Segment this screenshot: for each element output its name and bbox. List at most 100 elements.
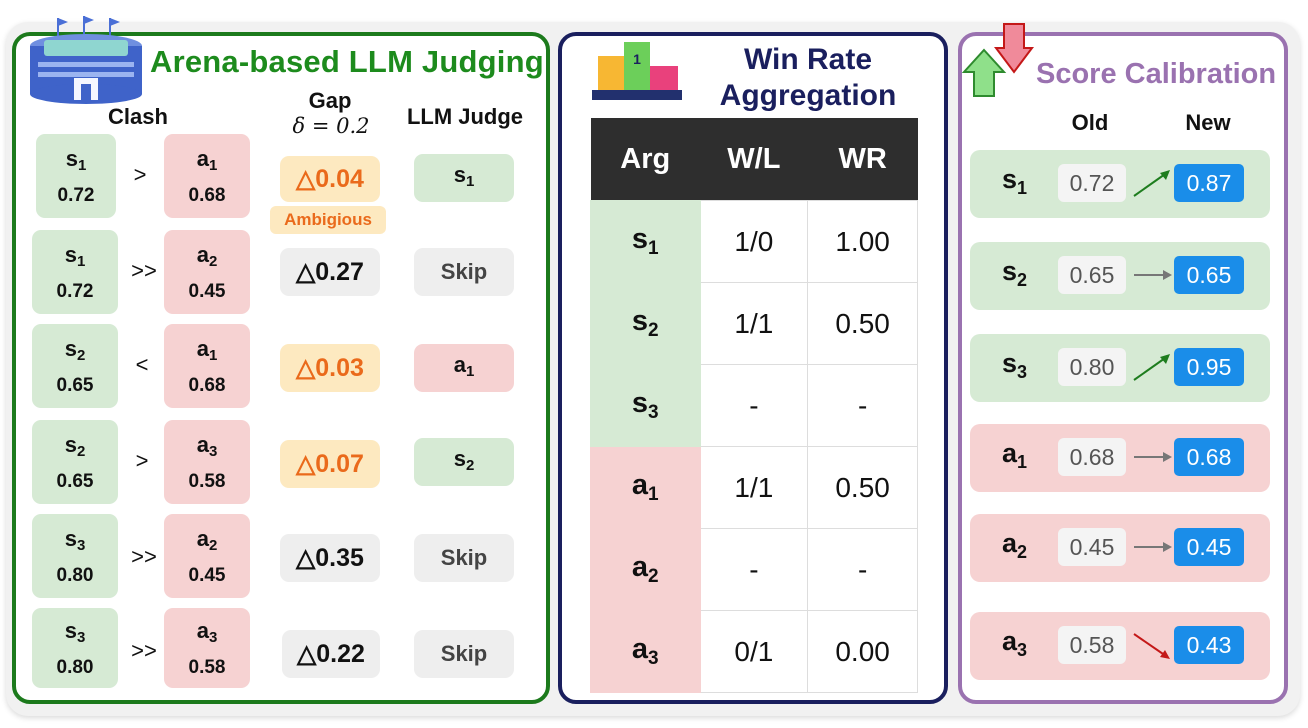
arg-cell: a1 xyxy=(590,446,701,529)
calibration-row: s3 0.80 0.95 xyxy=(970,334,1270,402)
column-header: Arg xyxy=(590,118,701,201)
trend-flat-arrow-icon xyxy=(1134,452,1172,462)
table-header-row: Arg W/L WR xyxy=(590,118,918,201)
wl-cell: - xyxy=(699,528,809,611)
judge-result: Skip xyxy=(414,630,514,678)
podium-label: 1 xyxy=(633,51,641,67)
table-row: a3 0/1 0.00 xyxy=(590,610,918,693)
relation-symbol: >> xyxy=(131,258,157,283)
relation-symbol: > xyxy=(133,162,147,187)
gap-value: △0.07 xyxy=(280,440,380,488)
delta-threshold-label: δ = 0.2 xyxy=(292,114,370,138)
new-score: 0.87 xyxy=(1174,164,1244,202)
trend-flat-arrow-icon xyxy=(1134,542,1172,552)
left-arg-box: s1 0.72 xyxy=(32,230,118,314)
arg-cell: a3 xyxy=(590,610,701,693)
wr-cell: - xyxy=(807,528,918,611)
table-row: s2 1/1 0.50 xyxy=(590,282,918,365)
new-score: 0.43 xyxy=(1174,626,1244,664)
wl-cell: 0/1 xyxy=(699,610,809,693)
winrate-title-line1: Win Rate xyxy=(743,43,873,76)
judge-result: Skip xyxy=(414,248,514,296)
trend-up-arrow-icon xyxy=(1133,354,1170,381)
clash-header: Clash xyxy=(108,104,168,129)
right-arg-box: a2 0.45 xyxy=(164,514,250,598)
gap-header: Gap xyxy=(308,88,352,113)
calibration-row: s1 0.72 0.87 xyxy=(970,150,1270,218)
wr-cell: 0.50 xyxy=(807,446,918,529)
arg-name: s1 xyxy=(1002,164,1028,198)
old-score: 0.45 xyxy=(1058,528,1126,566)
table-row: s1 1/0 1.00 xyxy=(590,200,918,283)
calibration-row: a1 0.68 0.68 xyxy=(970,424,1270,492)
gap-value: △0.03 xyxy=(280,344,380,392)
wr-cell: 1.00 xyxy=(807,200,918,283)
down-arrow-icon xyxy=(994,23,1034,74)
arg-name: a2 xyxy=(1002,528,1028,562)
right-arg-box: a2 0.45 xyxy=(164,230,250,314)
old-score: 0.80 xyxy=(1058,348,1126,386)
old-score: 0.65 xyxy=(1058,256,1126,294)
old-header: Old xyxy=(1071,110,1109,135)
podium-icon: 1 xyxy=(592,42,682,100)
calibration-row: s2 0.65 0.65 xyxy=(970,242,1270,310)
arg-cell: s3 xyxy=(590,364,701,447)
new-score: 0.45 xyxy=(1174,528,1244,566)
right-arg-box: a1 0.68 xyxy=(164,134,250,218)
arg-name: a1 xyxy=(1002,438,1028,472)
left-arg-box: s3 0.80 xyxy=(32,608,118,688)
new-score: 0.65 xyxy=(1174,256,1244,294)
arg-cell: s2 xyxy=(590,282,701,365)
winrate-table: Arg W/L WR s1 1/0 1.00 s2 1/1 0.50 s3 - … xyxy=(590,118,918,693)
arg-cell: a2 xyxy=(590,528,701,611)
calibration-row: a3 0.58 0.43 xyxy=(970,612,1270,680)
table-row: a1 1/1 0.50 xyxy=(590,446,918,529)
arena-title: Arena-based LLM Judging xyxy=(150,44,544,79)
right-arg-box: a3 0.58 xyxy=(164,420,250,504)
relation-symbol: >> xyxy=(131,544,157,569)
table-row: a2 - - xyxy=(590,528,918,611)
old-score: 0.68 xyxy=(1058,438,1126,476)
wl-cell: 1/1 xyxy=(699,282,809,365)
wr-cell: 0.50 xyxy=(807,282,918,365)
new-header: New xyxy=(1185,110,1231,135)
winrate-title-line2: Aggregation xyxy=(719,79,897,112)
left-arg-box: s2 0.65 xyxy=(32,420,118,504)
wl-cell: 1/1 xyxy=(699,446,809,529)
calibration-title: Score Calibration xyxy=(1036,58,1277,90)
trend-up-arrow-icon xyxy=(1133,170,1170,197)
wr-cell: 0.00 xyxy=(807,610,918,693)
relation-symbol: >> xyxy=(131,638,157,663)
new-score: 0.68 xyxy=(1174,438,1244,476)
stadium-icon xyxy=(30,16,142,104)
arg-name: s3 xyxy=(1002,348,1028,382)
judge-result: Skip xyxy=(414,534,514,582)
trend-flat-arrow-icon xyxy=(1134,270,1172,280)
trend-down-arrow-icon xyxy=(1133,633,1170,659)
winrate-title: Win Rate Aggregation xyxy=(688,42,928,114)
relation-symbol: < xyxy=(135,352,149,377)
judge-result: a1 xyxy=(414,344,514,392)
gap-value: △0.35 xyxy=(280,534,380,582)
relation-symbol: > xyxy=(135,448,149,473)
new-score: 0.95 xyxy=(1174,348,1244,386)
table-row: s3 - - xyxy=(590,364,918,447)
old-score: 0.58 xyxy=(1058,626,1126,664)
gap-value: △0.04 xyxy=(280,156,380,202)
arg-name: s2 xyxy=(1002,256,1028,290)
gap-value: △0.27 xyxy=(280,248,380,296)
wl-cell: - xyxy=(699,364,809,447)
calibration-row: a2 0.45 0.45 xyxy=(970,514,1270,582)
arg-name: a3 xyxy=(1002,626,1028,660)
old-score: 0.72 xyxy=(1058,164,1126,202)
up-arrow-icon xyxy=(962,48,1007,97)
column-header: WR xyxy=(807,118,918,201)
left-arg-box: s2 0.65 xyxy=(32,324,118,408)
wl-cell: 1/0 xyxy=(699,200,809,283)
right-arg-box: a3 0.58 xyxy=(164,608,250,688)
judge-result: s1 xyxy=(414,154,514,202)
llm-judge-header: LLM Judge xyxy=(406,104,524,129)
ambiguous-badge: Ambigious xyxy=(270,206,386,234)
arg-cell: s1 xyxy=(590,200,701,283)
wr-cell: - xyxy=(807,364,918,447)
